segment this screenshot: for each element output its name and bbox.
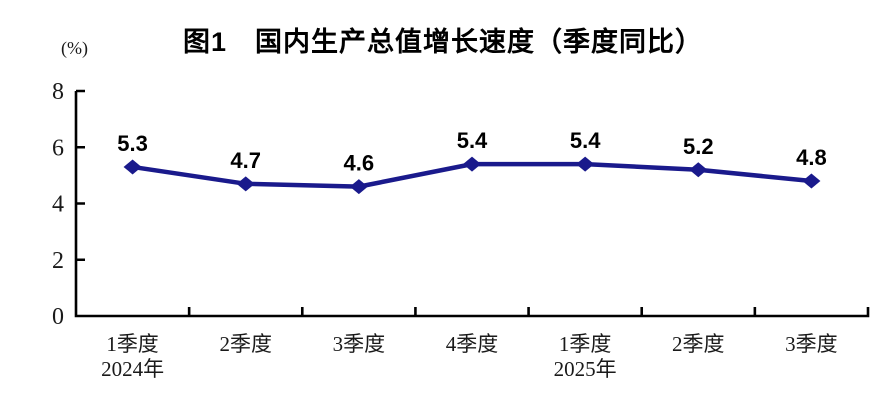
data-point-marker: [123, 159, 142, 175]
y-axis-tick-label: 4: [52, 192, 64, 218]
y-axis-tick-label: 0: [52, 304, 64, 330]
chart-title: 图1 国内生产总值增长速度（季度同比）: [182, 27, 703, 57]
x-axis-category-label: 3季度: [333, 332, 386, 356]
x-axis-category-label: 2季度: [672, 332, 725, 356]
data-point-label: 4.7: [230, 148, 261, 173]
y-axis-tick-label: 8: [52, 79, 64, 105]
x-axis-category-label: 1季度: [559, 332, 612, 356]
data-point-label: 4.8: [796, 145, 827, 170]
y-axis-tick-label: 6: [52, 135, 64, 161]
data-point-label: 4.6: [344, 151, 375, 176]
data-point-label: 5.2: [683, 134, 714, 159]
x-axis-category-label: 2季度: [219, 332, 272, 356]
axis-lines: [74, 89, 870, 318]
y-axis-unit-label: (%): [61, 38, 88, 58]
x-axis-category-label: 4季度: [446, 332, 499, 356]
data-point-label: 5.4: [457, 128, 488, 153]
x-axis-year-label: 2024年: [101, 357, 164, 381]
x-axis-category-label: 3季度: [785, 332, 838, 356]
x-axis-year-label: 2025年: [554, 357, 617, 381]
data-point-label: 5.4: [570, 128, 601, 153]
x-axis-category-label: 1季度: [106, 332, 159, 356]
data-point-marker: [349, 179, 368, 195]
data-point-marker: [576, 156, 595, 172]
data-point-marker: [689, 162, 708, 178]
data-point-marker: [236, 176, 255, 192]
data-point-label: 5.3: [117, 131, 148, 156]
y-axis-tick-label: 2: [52, 248, 64, 274]
data-point-marker: [463, 156, 481, 172]
data-point-marker: [802, 173, 821, 189]
